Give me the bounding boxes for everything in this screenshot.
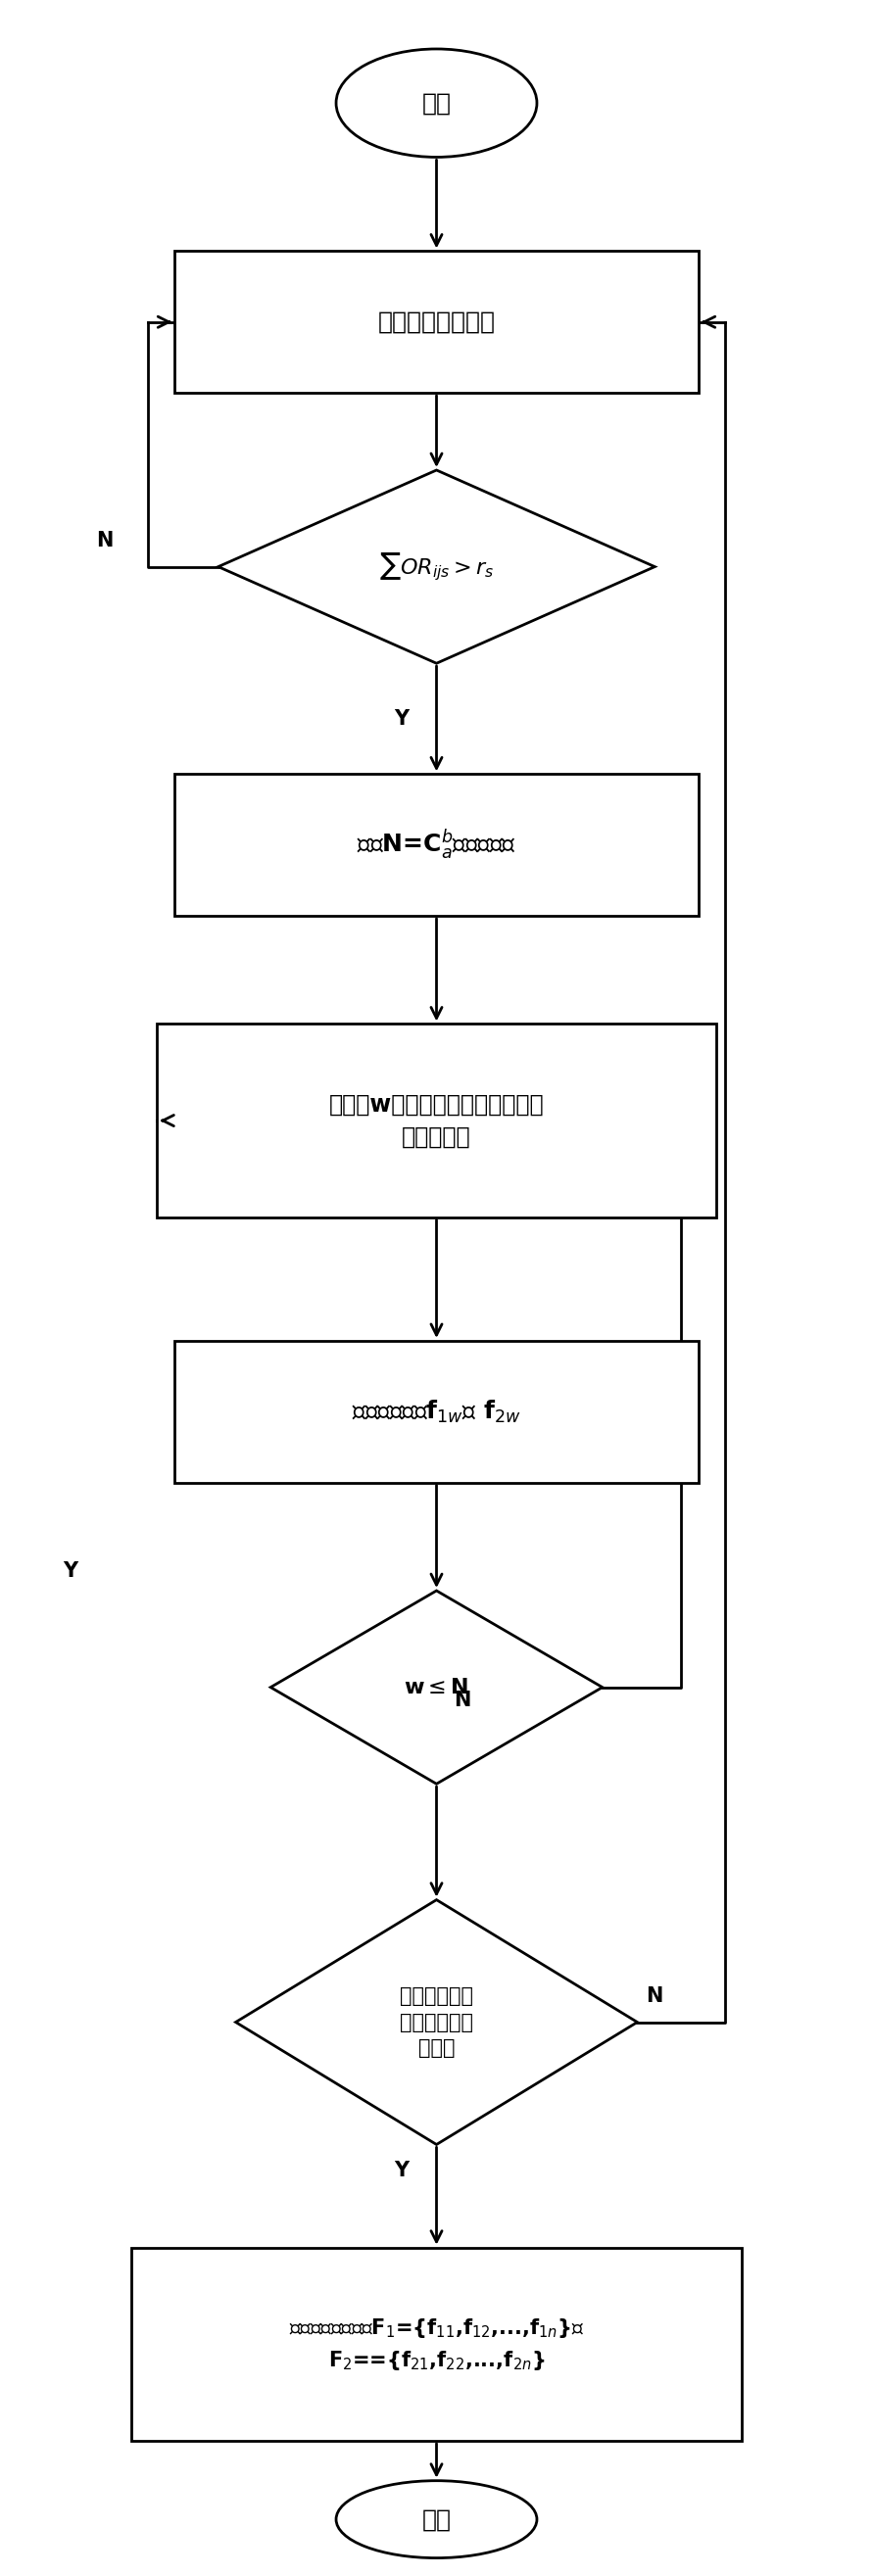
Ellipse shape (336, 49, 537, 157)
Text: Y: Y (63, 1561, 77, 1582)
Text: 按照第w种方案解决试验仪器冲突
及时间冲突: 按照第w种方案解决试验仪器冲突 及时间冲突 (329, 1092, 544, 1149)
Polygon shape (271, 1592, 602, 1783)
Text: 开始: 开始 (422, 90, 451, 116)
Text: 是否到达最后
一个步骤重叠
时间窗: 是否到达最后 一个步骤重叠 时间窗 (400, 1986, 473, 2058)
Polygon shape (236, 1901, 637, 2143)
Text: 确定N=C$^b_a$种调整方案: 确定N=C$^b_a$种调整方案 (357, 827, 516, 863)
Text: N: N (96, 531, 113, 551)
Text: $\sum OR_{ijs}>r_s$: $\sum OR_{ijs}>r_s$ (379, 551, 494, 582)
Text: Y: Y (395, 708, 409, 729)
Text: N: N (454, 1690, 471, 1710)
Text: 结束: 结束 (422, 2506, 451, 2532)
Ellipse shape (336, 2481, 537, 2558)
Polygon shape (218, 469, 655, 665)
FancyBboxPatch shape (175, 250, 698, 392)
FancyBboxPatch shape (175, 1340, 698, 1484)
Text: 记录优化目标f$_{1w}$、 f$_{2w}$: 记录优化目标f$_{1w}$、 f$_{2w}$ (352, 1399, 521, 1425)
FancyBboxPatch shape (175, 773, 698, 917)
FancyBboxPatch shape (157, 1025, 716, 1218)
Text: N: N (646, 1986, 663, 2007)
Text: w$\leq$N: w$\leq$N (404, 1677, 469, 1698)
Text: Y: Y (395, 2161, 409, 2179)
Text: 得到优化目标集合F$_1$={f$_{11}$,f$_{12}$,...,f$_{1n}$}、
F$_2$=={f$_{21}$,f$_{22}$,...,f$: 得到优化目标集合F$_1$={f$_{11}$,f$_{12}$,...,f$_… (289, 2316, 584, 2372)
Text: 找步骤重叠时间窗: 找步骤重叠时间窗 (378, 309, 495, 335)
FancyBboxPatch shape (131, 2246, 742, 2442)
